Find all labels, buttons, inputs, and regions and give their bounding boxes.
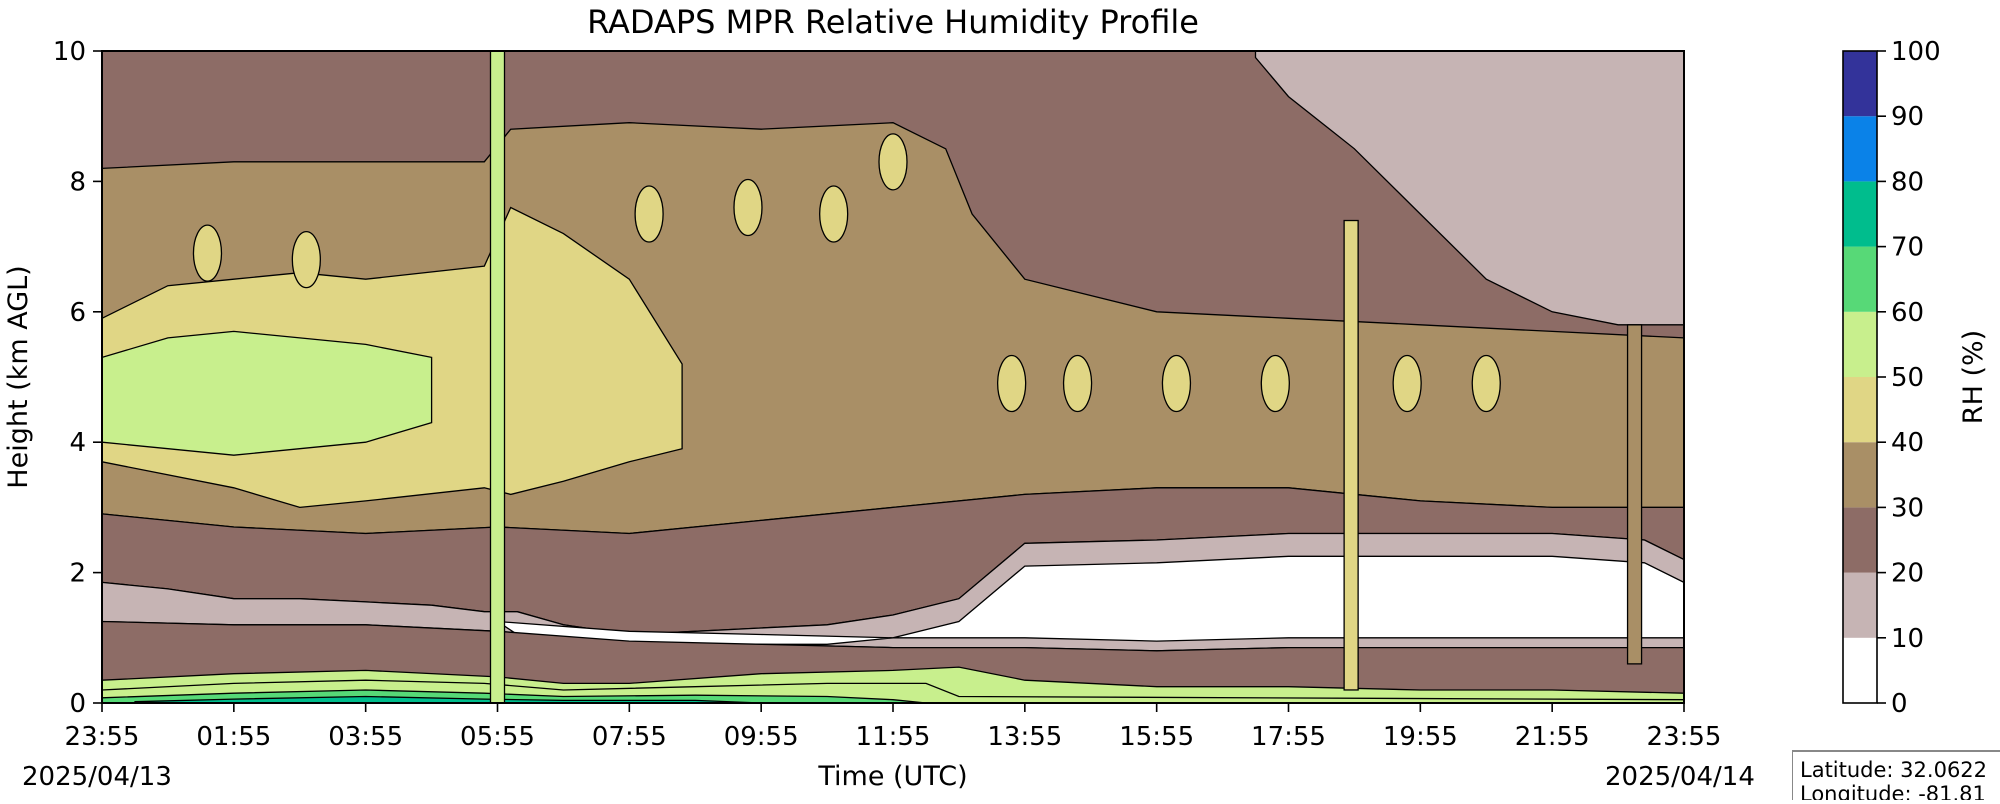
y-axis: 0 2 4 6 8 10 bbox=[53, 37, 102, 719]
y-axis-title: Height (km AGL) bbox=[3, 265, 34, 488]
x-tick-label-9: 17:55 bbox=[1251, 722, 1326, 752]
colorbar-tick-label-1: 10 bbox=[1891, 624, 1924, 654]
x-axis-title: Time (UTC) bbox=[817, 761, 967, 792]
moist-pocket-3 bbox=[878, 133, 908, 191]
moist-column-1 bbox=[1343, 219, 1359, 691]
moist-pocket-2 bbox=[819, 185, 849, 243]
x-tick-label-7: 13:55 bbox=[987, 722, 1062, 752]
colorbar-swatch-0 bbox=[1843, 637, 1877, 703]
colorbar: 0 10 20 30 40 50 60 70 80 90 100 bbox=[1842, 37, 1941, 719]
colorbar-swatch-3 bbox=[1843, 442, 1877, 508]
colorbar-tick-label-4: 40 bbox=[1891, 428, 1924, 458]
colorbar-swatch-8 bbox=[1843, 116, 1877, 182]
colorbar-tick-label-8: 80 bbox=[1891, 167, 1924, 197]
y-tick-label-5: 10 bbox=[53, 37, 86, 67]
moist-pocket-0 bbox=[634, 185, 664, 243]
x-start-date: 2025/04/13 bbox=[22, 762, 172, 792]
colorbar-swatch-2 bbox=[1843, 507, 1877, 573]
colorbar-tick-label-0: 0 bbox=[1891, 689, 1908, 719]
moist-pocket-9 bbox=[1471, 354, 1501, 413]
x-tick-label-1: 01:55 bbox=[196, 722, 271, 752]
moist-pocket-1 bbox=[733, 178, 763, 237]
info-longitude: Longitude: -81.81 bbox=[1800, 782, 1986, 800]
x-tick-label-4: 07:55 bbox=[592, 722, 667, 752]
colorbar-tick-label-7: 70 bbox=[1891, 233, 1924, 263]
colorbar-swatch-7 bbox=[1843, 181, 1877, 247]
chart-title: RADAPS MPR Relative Humidity Profile bbox=[587, 3, 1199, 41]
moist-column-2 bbox=[1626, 324, 1643, 665]
x-tick-label-8: 15:55 bbox=[1119, 722, 1194, 752]
x-tick-label-3: 05:55 bbox=[460, 722, 535, 752]
x-tick-label-5: 09:55 bbox=[724, 722, 799, 752]
colorbar-tick-label-2: 20 bbox=[1891, 559, 1924, 589]
y-tick-label-3: 6 bbox=[69, 298, 86, 328]
info-box-frame bbox=[1792, 750, 2000, 800]
y-tick-label-1: 2 bbox=[69, 559, 86, 589]
x-tick-label-0: 23:55 bbox=[65, 722, 140, 752]
colorbar-tick-label-3: 30 bbox=[1891, 493, 1924, 523]
colorbar-swatch-5 bbox=[1843, 311, 1877, 377]
colorbar-tick-label-5: 50 bbox=[1891, 363, 1924, 393]
colorbar-swatch-4 bbox=[1843, 377, 1877, 443]
colorbar-swatch-6 bbox=[1843, 246, 1877, 312]
contour-fill-layer bbox=[102, 51, 1684, 703]
x-tick-label-11: 21:55 bbox=[1515, 722, 1590, 752]
moist-column-0 bbox=[489, 51, 506, 703]
moist-pocket-10 bbox=[192, 224, 223, 282]
plot-area bbox=[102, 51, 1684, 703]
y-tick-label-0: 0 bbox=[69, 689, 86, 719]
moist-pocket-8 bbox=[1392, 354, 1422, 413]
colorbar-tick-label-10: 100 bbox=[1891, 37, 1941, 67]
info-box: Latitude: 32.0622 Longitude: -81.81 bbox=[1792, 750, 2000, 800]
colorbar-tick-label-6: 60 bbox=[1891, 298, 1924, 328]
contour-band-surface-75 bbox=[134, 695, 762, 703]
x-tick-label-10: 19:55 bbox=[1383, 722, 1458, 752]
contour-band-rh50-left bbox=[102, 330, 433, 456]
moist-pocket-5 bbox=[1062, 354, 1093, 413]
x-tick-label-6: 11:55 bbox=[856, 722, 931, 752]
x-axis: 23:55 01:55 03:55 05:55 07:55 09:55 11:55 13:55… bbox=[65, 703, 1722, 752]
contour-band-rh10-upper bbox=[1254, 51, 1684, 326]
moist-pocket-4 bbox=[997, 354, 1027, 413]
moist-pocket-6 bbox=[1161, 354, 1192, 413]
colorbar-title: RH (%) bbox=[1958, 330, 1989, 424]
moist-pocket-7 bbox=[1260, 354, 1290, 413]
info-latitude: Latitude: 32.0622 bbox=[1800, 758, 1987, 782]
moist-pocket-11 bbox=[291, 230, 321, 289]
colorbar-swatch-1 bbox=[1843, 572, 1877, 638]
colorbar-swatch-9 bbox=[1843, 51, 1877, 117]
y-tick-label-4: 8 bbox=[69, 167, 86, 197]
x-tick-label-2: 03:55 bbox=[328, 722, 403, 752]
x-end-date: 2025/04/14 bbox=[1605, 762, 1755, 792]
colorbar-tick-label-9: 90 bbox=[1891, 102, 1924, 132]
x-tick-label-12: 23:55 bbox=[1647, 722, 1722, 752]
y-tick-label-2: 4 bbox=[69, 428, 86, 458]
